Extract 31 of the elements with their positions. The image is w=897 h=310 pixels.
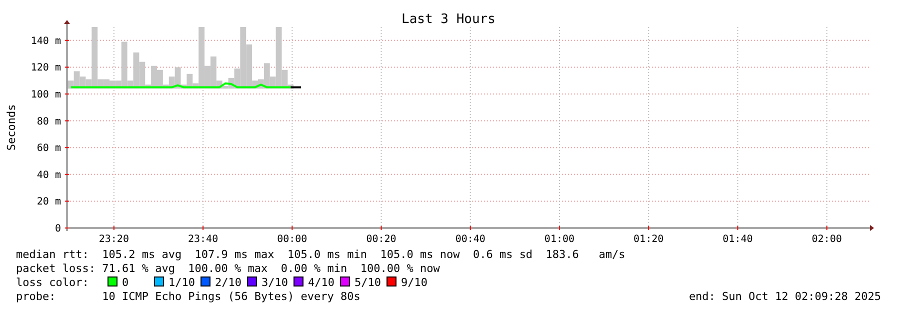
y-tick-label: 40 m [36, 170, 61, 181]
y-axis-title: Seconds [5, 104, 18, 151]
legend-label: 4/10 [308, 276, 334, 289]
text: packet loss: 71.61 % avg 100.00 % max 0.00 % min 100.00 % now [16, 262, 440, 275]
x-tick-label: 23:20 [98, 234, 129, 245]
legend-label: 2/10 [215, 276, 242, 289]
y-tick-label: 20 m [36, 196, 61, 208]
text: probe: 10 ICMP Echo Pings (56 Bytes) every 80s [16, 290, 360, 303]
legend-label: 9/10 [401, 276, 428, 289]
y-tick-label: 0 [54, 224, 61, 234]
y-tick-label: 80 m [36, 116, 61, 128]
legend-label: 5/10 [354, 276, 381, 289]
x-tick-label: 01:00 [544, 234, 575, 245]
x-tick-label: 00:00 [277, 234, 308, 245]
y-tick-label: 120 m [30, 62, 61, 74]
legend-label: 3/10 [262, 276, 288, 289]
legend-label: 0 [122, 276, 129, 289]
x-tick-label: 02:00 [812, 234, 842, 245]
text: loss color: [16, 276, 89, 289]
x-tick-label: 01:20 [634, 234, 664, 245]
y-tick-label: 140 m [30, 36, 61, 47]
x-tick-label: 01:40 [722, 234, 753, 245]
y-tick-label: 100 m [30, 90, 61, 100]
text: median rtt: 105.2 ms avg 107.9 ms max 105.0 ms min 105.0 ms now 0.6 ms sd 183.6 am/s [16, 248, 626, 261]
legend-label: 1/10 [168, 276, 195, 289]
chart-title: Last 3 Hours [402, 12, 496, 27]
x-tick-label: 23:40 [188, 234, 218, 245]
x-tick-label: 00:40 [455, 234, 486, 245]
y-tick-label: 60 m [36, 143, 61, 154]
text: end: Sun Oct 12 02:09:28 2025 [688, 290, 881, 303]
x-tick-label: 00:20 [366, 234, 396, 245]
